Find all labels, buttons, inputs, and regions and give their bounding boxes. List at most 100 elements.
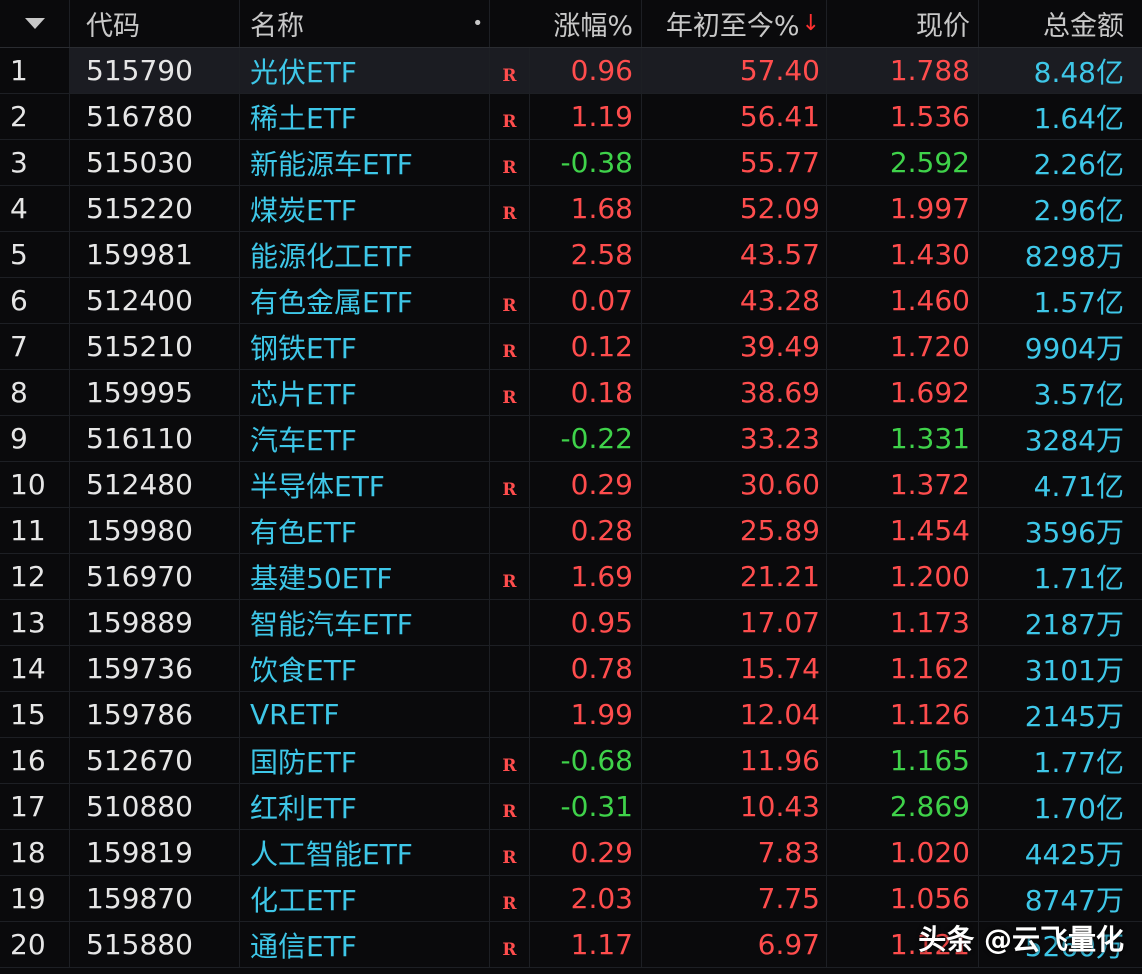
margin-flag-badge: R: [502, 893, 517, 914]
row-flag: R: [490, 830, 530, 875]
margin-flag-badge: R: [502, 111, 517, 132]
row-price: 1.788: [827, 48, 979, 93]
caret-down-icon: [24, 18, 45, 29]
row-name: 红利ETF: [240, 784, 490, 829]
row-name: 汽车ETF: [240, 416, 490, 461]
row-flag: R: [490, 48, 530, 93]
row-index: 14: [0, 646, 70, 691]
row-code: 515790: [70, 48, 240, 93]
row-price: 1.121: [827, 922, 979, 967]
margin-flag-badge: R: [502, 341, 517, 362]
row-name: 稀土ETF: [240, 94, 490, 139]
row-code: 515880: [70, 922, 240, 967]
row-price: 1.692: [827, 370, 979, 415]
row-ytd: 15.74: [642, 646, 827, 691]
table-row[interactable]: 11 159980 有色ETF 0.28 25.89 1.454 3596万: [0, 508, 1142, 554]
table-row[interactable]: 20 515880 通信ETF R 1.17 6.97 1.121 5260万: [0, 922, 1142, 968]
row-index: 11: [0, 508, 70, 553]
table-row[interactable]: 1 515790 光伏ETF R 0.96 57.40 1.788 8.48亿: [0, 48, 1142, 94]
row-ytd: 12.04: [642, 692, 827, 737]
table-row[interactable]: 4 515220 煤炭ETF R 1.68 52.09 1.997 2.96亿: [0, 186, 1142, 232]
row-flag: R: [490, 554, 530, 599]
margin-flag-badge: R: [502, 65, 517, 86]
row-flag: [490, 692, 530, 737]
row-code: 516970: [70, 554, 240, 599]
row-code: 159980: [70, 508, 240, 553]
row-name: 芯片ETF: [240, 370, 490, 415]
table-row[interactable]: 13 159889 智能汽车ETF 0.95 17.07 1.173 2187万: [0, 600, 1142, 646]
margin-flag-badge: R: [502, 387, 517, 408]
row-amount: 3.57亿: [1033, 377, 1124, 411]
row-index: 12: [0, 554, 70, 599]
margin-flag-badge: R: [502, 203, 517, 224]
table-row[interactable]: 9 516110 汽车ETF -0.22 33.23 1.331 3284万: [0, 416, 1142, 462]
row-amount: 1.71亿: [1033, 561, 1124, 595]
table-row[interactable]: 10 512480 半导体ETF R 0.29 30.60 1.372 4.71亿: [0, 462, 1142, 508]
row-index: 18: [0, 830, 70, 875]
row-ytd: 11.96: [642, 738, 827, 783]
margin-flag-badge: R: [502, 295, 517, 316]
row-change: 0.29: [530, 462, 642, 507]
row-code: 512670: [70, 738, 240, 783]
table-row[interactable]: 6 512400 有色金属ETF R 0.07 43.28 1.460 1.57亿: [0, 278, 1142, 324]
table-row[interactable]: 7 515210 钢铁ETF R 0.12 39.49 1.720 9904万: [0, 324, 1142, 370]
margin-flag-badge: R: [502, 847, 517, 868]
row-flag: R: [490, 370, 530, 415]
row-change: 1.19: [530, 94, 642, 139]
row-amount: 1.70亿: [1033, 791, 1124, 825]
table-row[interactable]: 3 515030 新能源车ETF R -0.38 55.77 2.592 2.26亿: [0, 140, 1142, 186]
table-row[interactable]: 14 159736 饮食ETF 0.78 15.74 1.162 3101万: [0, 646, 1142, 692]
row-name: 化工ETF: [240, 876, 490, 921]
table-row[interactable]: 2 516780 稀土ETF R 1.19 56.41 1.536 1.64亿: [0, 94, 1142, 140]
header-price[interactable]: 现价: [827, 0, 979, 47]
row-flag: [490, 232, 530, 277]
table-row[interactable]: 19 159870 化工ETF R 2.03 7.75 1.056 8747万: [0, 876, 1142, 922]
table-row[interactable]: 17 510880 红利ETF R -0.31 10.43 2.869 1.70亿: [0, 784, 1142, 830]
table-row[interactable]: 12 516970 基建50ETF R 1.69 21.21 1.200 1.71亿: [0, 554, 1142, 600]
row-index: 2: [0, 94, 70, 139]
row-index: 13: [0, 600, 70, 645]
row-name: 基建50ETF: [240, 554, 490, 599]
header-name[interactable]: 名称 •: [240, 0, 490, 47]
row-change: 1.69: [530, 554, 642, 599]
table-row[interactable]: 15 159786 VRETF 1.99 12.04 1.126 2145万: [0, 692, 1142, 738]
row-price: 1.200: [827, 554, 979, 599]
row-code: 512480: [70, 462, 240, 507]
row-name: 饮食ETF: [240, 646, 490, 691]
row-flag: R: [490, 922, 530, 967]
table-row[interactable]: 8 159995 芯片ETF R 0.18 38.69 1.692 3.57亿: [0, 370, 1142, 416]
row-index: 1: [0, 48, 70, 93]
row-code: 515220: [70, 186, 240, 231]
row-flag: [490, 646, 530, 691]
row-code: 516110: [70, 416, 240, 461]
row-flag: [490, 416, 530, 461]
row-code: 510880: [70, 784, 240, 829]
header-change[interactable]: 涨幅%: [490, 0, 642, 47]
row-amount: 3596万: [1024, 515, 1124, 549]
margin-flag-badge: R: [502, 939, 517, 960]
row-amount: 2.96亿: [1033, 193, 1124, 227]
margin-flag-badge: R: [502, 571, 517, 592]
row-name: 光伏ETF: [240, 48, 490, 93]
row-flag: [490, 508, 530, 553]
header-code[interactable]: 代码: [70, 0, 240, 47]
header-amount[interactable]: 总金额: [1043, 11, 1124, 42]
header-ytd[interactable]: 年初至今% ↓: [642, 0, 827, 47]
table-row[interactable]: 16 512670 国防ETF R -0.68 11.96 1.165 1.77亿: [0, 738, 1142, 784]
row-change: 0.29: [530, 830, 642, 875]
row-code: 512400: [70, 278, 240, 323]
row-amount: 2145万: [1024, 699, 1124, 733]
row-ytd: 30.60: [642, 462, 827, 507]
row-amount: 3101万: [1024, 653, 1124, 687]
row-name: 有色金属ETF: [240, 278, 490, 323]
table-row[interactable]: 18 159819 人工智能ETF R 0.29 7.83 1.020 4425万: [0, 830, 1142, 876]
row-amount: 8747万: [1024, 883, 1124, 917]
watermark: 头条 @云飞量化: [918, 923, 1124, 956]
table-row[interactable]: 5 159981 能源化工ETF 2.58 43.57 1.430 8298万: [0, 232, 1142, 278]
row-price: 1.173: [827, 600, 979, 645]
row-ytd: 7.83: [642, 830, 827, 875]
row-flag: R: [490, 186, 530, 231]
column-menu-button[interactable]: [0, 0, 70, 47]
row-index: 3: [0, 140, 70, 185]
